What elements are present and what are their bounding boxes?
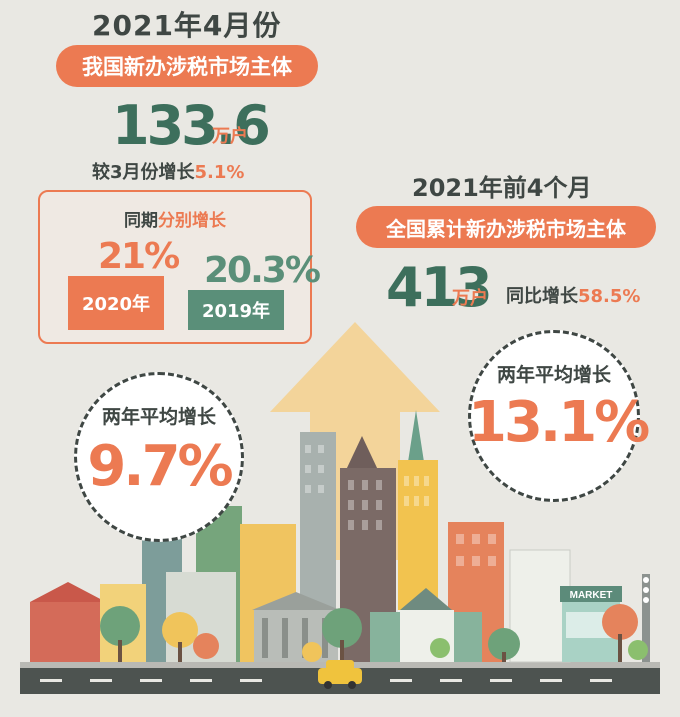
- four-months-title: 2021年前4个月: [412, 174, 592, 202]
- same-period-title: 同期分别增长: [70, 206, 280, 231]
- bar-2019: 2019年: [188, 290, 284, 330]
- four-months-yoy: 同比增长58.5%: [506, 282, 640, 308]
- same-period-title-prefix: 同期: [124, 211, 158, 231]
- right-circle-label: 两年平均增长: [496, 364, 611, 386]
- april-unit: 万户: [212, 126, 248, 147]
- right-circle: [468, 330, 640, 502]
- april-compare-label: 较3月份增长: [92, 162, 195, 183]
- building-red: [30, 602, 106, 662]
- left-circle: [74, 372, 244, 542]
- four-months-unit: 万户: [452, 288, 488, 309]
- left-circle-value: 9.7%: [87, 434, 233, 499]
- bar-2020: 2020年: [68, 276, 164, 330]
- four-months-banner: 全国累计新办涉税市场主体: [356, 206, 656, 248]
- four-months-value: 413: [386, 256, 493, 319]
- april-banner: 我国新办涉税市场主体: [56, 45, 318, 87]
- growth-2019: 20.3%: [204, 250, 321, 291]
- right-circle-value: 13.1%: [468, 390, 650, 455]
- growth-2020: 21%: [98, 236, 180, 277]
- april-compare-value: 5.1%: [194, 162, 245, 183]
- trees: [100, 604, 648, 662]
- market-sign-text: MARKET: [570, 590, 613, 601]
- four-months-yoy-label: 同比增长: [506, 286, 578, 307]
- tower-white: [509, 549, 571, 663]
- april-value: 133.6: [112, 94, 271, 157]
- taxi: [318, 660, 362, 689]
- left-circle-label: 两年平均增长: [101, 406, 216, 428]
- same-period-title-highlight: 分别增长: [158, 211, 226, 231]
- traffic-light: [642, 574, 650, 662]
- four-months-yoy-value: 58.5%: [578, 286, 641, 307]
- april-compare: 较3月份增长5.1%: [92, 158, 244, 184]
- april-title: 2021年4月份: [92, 9, 282, 42]
- market-sign: [560, 586, 622, 602]
